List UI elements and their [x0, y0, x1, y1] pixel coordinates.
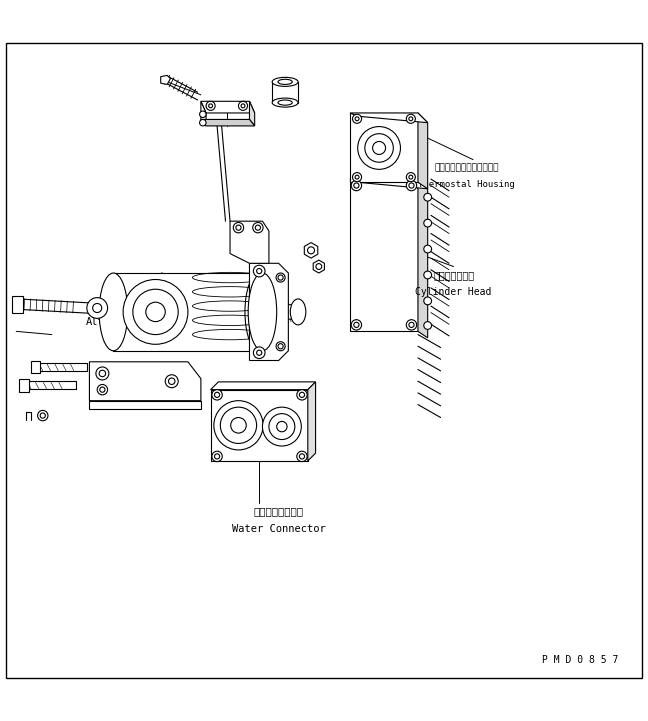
Text: Water Connector: Water Connector — [232, 524, 325, 534]
Circle shape — [212, 451, 222, 461]
Polygon shape — [350, 179, 418, 332]
Polygon shape — [418, 179, 428, 338]
Circle shape — [212, 389, 222, 400]
Circle shape — [424, 322, 432, 329]
Circle shape — [97, 384, 108, 395]
Circle shape — [406, 114, 415, 123]
Text: サーモスタットハウジング: サーモスタットハウジング — [434, 163, 499, 172]
Circle shape — [406, 180, 417, 191]
Polygon shape — [201, 101, 206, 126]
Circle shape — [38, 410, 48, 421]
Circle shape — [233, 223, 244, 233]
Polygon shape — [89, 401, 201, 409]
Circle shape — [276, 342, 285, 351]
Circle shape — [214, 401, 263, 450]
Circle shape — [165, 375, 178, 388]
Ellipse shape — [99, 273, 128, 351]
Polygon shape — [305, 242, 318, 258]
Polygon shape — [201, 101, 255, 113]
Circle shape — [358, 127, 400, 169]
Polygon shape — [211, 389, 308, 461]
Circle shape — [200, 111, 206, 118]
Text: Thermostal Housing: Thermostal Housing — [418, 180, 515, 190]
Polygon shape — [272, 82, 298, 102]
Polygon shape — [161, 76, 170, 84]
Text: シリンダヘッド: シリンダヘッド — [433, 270, 474, 280]
Ellipse shape — [272, 98, 298, 107]
Polygon shape — [350, 113, 428, 123]
Circle shape — [353, 114, 362, 123]
Polygon shape — [350, 113, 418, 182]
Ellipse shape — [245, 273, 273, 351]
Ellipse shape — [248, 273, 277, 351]
Circle shape — [406, 319, 417, 330]
Polygon shape — [262, 302, 298, 322]
Polygon shape — [313, 260, 325, 273]
Text: P M D 0 8 5 7: P M D 0 8 5 7 — [542, 655, 619, 665]
Polygon shape — [12, 296, 23, 312]
Text: Cylinder Head: Cylinder Head — [415, 287, 492, 297]
Circle shape — [424, 193, 432, 201]
Circle shape — [253, 347, 265, 358]
Ellipse shape — [272, 77, 298, 87]
Polygon shape — [19, 379, 29, 392]
Polygon shape — [350, 179, 428, 189]
Circle shape — [424, 245, 432, 253]
Circle shape — [206, 101, 215, 110]
Circle shape — [96, 367, 109, 380]
Circle shape — [87, 298, 108, 319]
Circle shape — [276, 273, 285, 282]
Circle shape — [253, 265, 265, 277]
Circle shape — [238, 101, 248, 110]
Circle shape — [424, 219, 432, 227]
Polygon shape — [230, 221, 269, 263]
Polygon shape — [249, 101, 255, 126]
Circle shape — [297, 451, 307, 461]
Polygon shape — [31, 360, 40, 373]
Circle shape — [424, 297, 432, 305]
Polygon shape — [249, 263, 288, 360]
Polygon shape — [418, 113, 428, 189]
Circle shape — [200, 120, 206, 126]
Circle shape — [253, 223, 263, 233]
Polygon shape — [113, 273, 262, 351]
Circle shape — [262, 407, 301, 446]
Circle shape — [424, 271, 432, 279]
Circle shape — [351, 319, 362, 330]
Text: ウォータコネクタ: ウォータコネクタ — [253, 506, 304, 516]
Circle shape — [351, 180, 362, 191]
Circle shape — [406, 172, 415, 182]
Circle shape — [123, 280, 188, 345]
Circle shape — [297, 389, 307, 400]
Ellipse shape — [290, 299, 306, 325]
Text: Alternator: Alternator — [86, 317, 148, 327]
Text: オルタネータ: オルタネータ — [97, 299, 137, 309]
Polygon shape — [89, 362, 201, 401]
Polygon shape — [308, 382, 316, 461]
Polygon shape — [201, 120, 255, 126]
Circle shape — [353, 172, 362, 182]
Polygon shape — [211, 382, 316, 389]
